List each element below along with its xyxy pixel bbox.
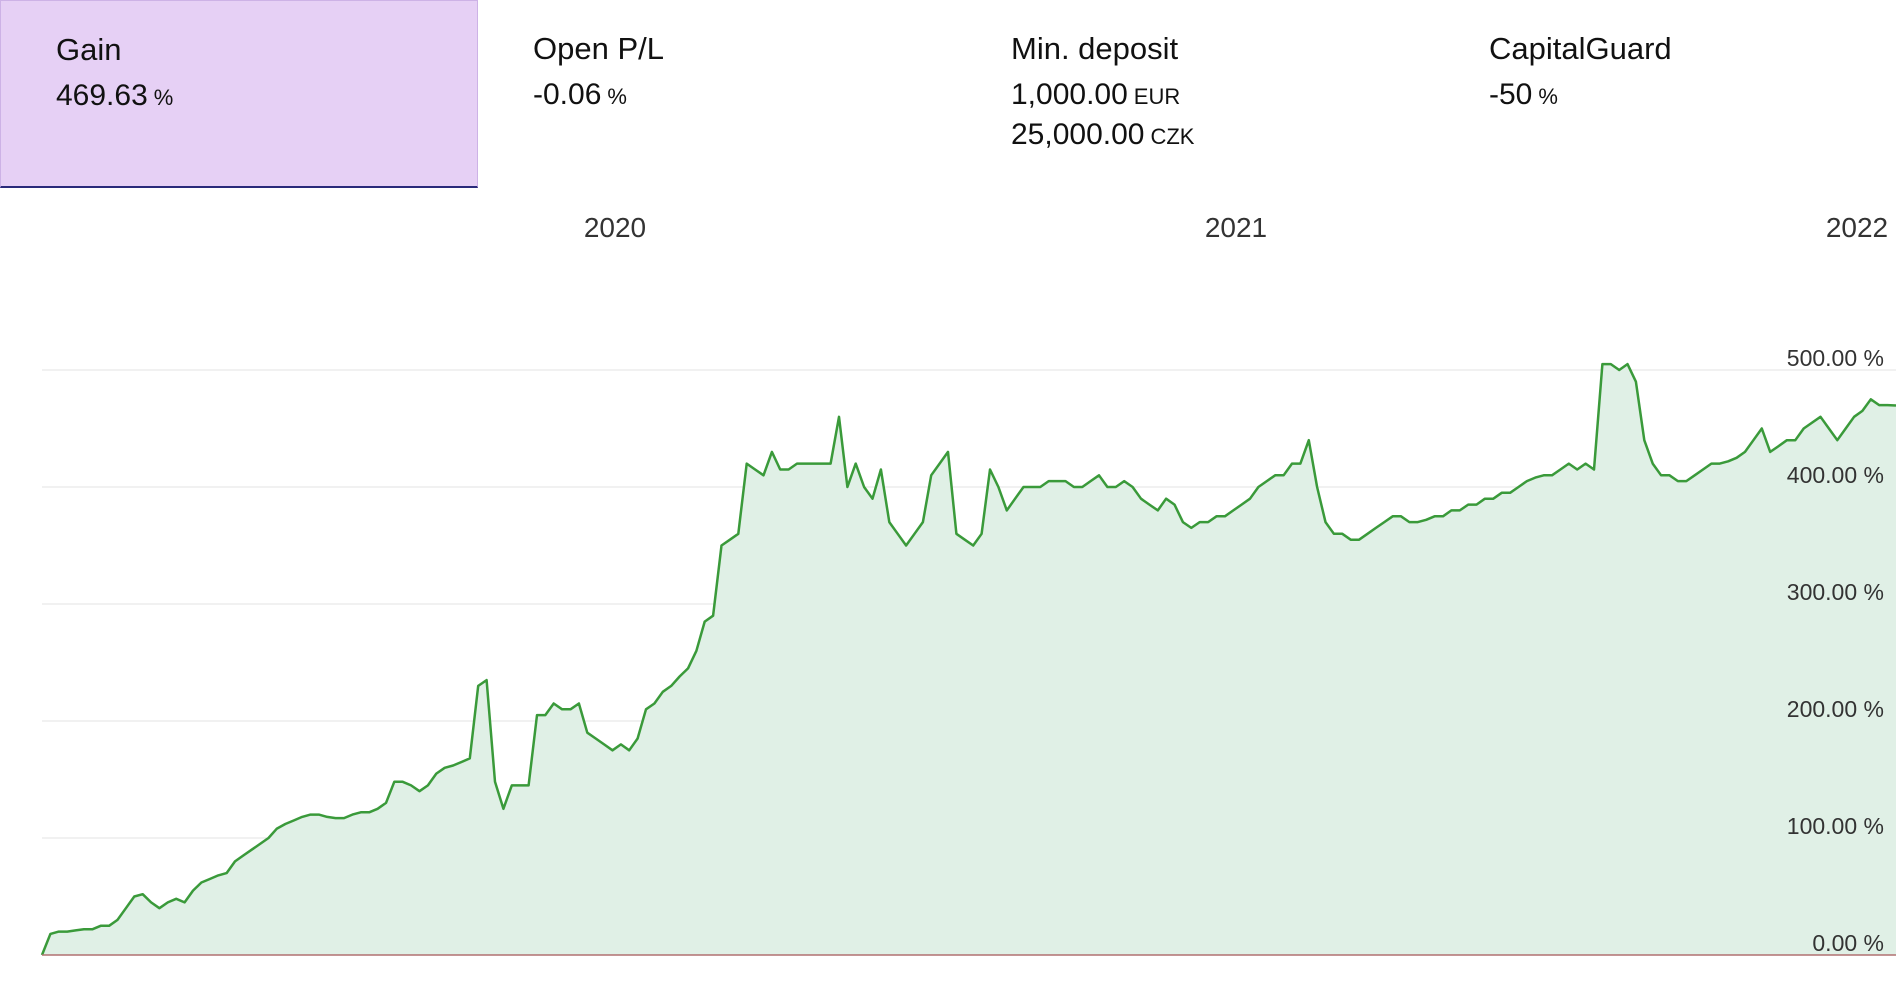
y-axis: 0.00 % 100.00 % 200.00 % 300.00 % 400.00 % 50… [1787,345,1884,956]
x-axis: 2020 2021 2022 [584,212,1888,243]
stat-label: Min. deposit [1011,31,1179,66]
stat-number: 1,000.00 [1011,78,1128,111]
stat-number: 25,000.00 [1011,118,1145,151]
gain-chart: 0.00 % 100.00 % 200.00 % 300.00 % 400.00 % 50… [40,212,1896,956]
stat-tab-gain[interactable]: Gain 469.63% [0,0,478,188]
stat-label: CapitalGuard [1489,31,1672,66]
stat-unit: CZK [1150,124,1195,149]
stat-number: 469.63 [56,79,148,112]
x-tick-label: 2021 [1205,212,1267,243]
stat-tab-open-pl[interactable]: Open P/L -0.06% [478,0,956,188]
stat-unit: % [153,85,174,110]
gain-area [42,364,1896,956]
stat-unit: EUR [1133,84,1181,109]
stat-tab-capitalguard[interactable]: CapitalGuard -50% [1434,0,1896,188]
stat-value: 1,000.00 EUR [1011,76,1434,116]
stat-number: -50 [1489,78,1533,111]
x-tick-label: 2022 [1826,212,1888,243]
stats-bar: Gain 469.63% Open P/L -0.06% Min. deposi… [0,0,1896,190]
stat-label: Gain [56,32,122,67]
y-tick-label: 500.00 % [1787,345,1884,371]
y-tick-label: 200.00 % [1787,696,1884,722]
y-tick-label: 400.00 % [1787,462,1884,488]
stat-label: Open P/L [533,31,664,66]
y-tick-label: 0.00 % [1812,930,1884,956]
gain-line [40,362,1896,956]
stat-tab-min-deposit[interactable]: Min. deposit 1,000.00 EUR 25,000.00 CZK [956,0,1434,188]
stat-value: -0.06% [533,76,956,116]
y-tick-label: 300.00 % [1787,579,1884,605]
y-tick-label: 100.00 % [1787,813,1884,839]
stat-value: 25,000.00 CZK [1011,116,1434,156]
stat-value: 469.63% [56,77,477,117]
stat-number: -0.06 [533,78,602,111]
stat-unit: % [1538,84,1558,109]
stat-value: -50% [1489,76,1896,116]
stat-unit: % [607,84,627,109]
x-tick-label: 2020 [584,212,646,243]
